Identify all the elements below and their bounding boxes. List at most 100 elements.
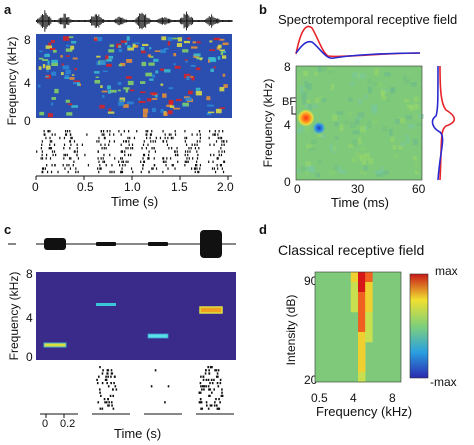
waveform-segment [225, 20, 227, 22]
spectrogram-patch [209, 57, 217, 63]
spectrogram-patch [71, 74, 75, 76]
waveform-segment [214, 18, 216, 24]
spike-tick [107, 385, 110, 388]
spectrogram-patch [65, 69, 71, 75]
spike-tick [217, 136, 219, 140]
waveform-segment [36, 20, 37, 22]
spectrogram-patch [126, 36, 130, 41]
spike-tick [106, 372, 109, 375]
spike-tick [162, 140, 165, 143]
spike-tick [124, 153, 126, 157]
a-xtick-0: 0 [32, 180, 39, 194]
spike-tick [143, 160, 146, 163]
waveform-segment [206, 18, 208, 24]
waveform-segment [68, 17, 70, 25]
spike-tick [194, 170, 196, 174]
spike-tick [103, 136, 106, 140]
spike-tick [199, 382, 202, 385]
b-xtick-0: 0 [294, 182, 301, 196]
spike-tick [105, 147, 107, 150]
spectrogram-patch [185, 60, 188, 63]
spectrogram-patch [105, 55, 109, 60]
spike-tick [218, 153, 220, 157]
spectrogram-patch [169, 101, 173, 106]
waveform-segment [223, 20, 225, 22]
strf-texture [352, 130, 360, 135]
spike-tick [162, 130, 164, 133]
spike-tick [108, 140, 111, 143]
fra-cell [358, 342, 366, 353]
c-stim-burst-4 [200, 230, 222, 258]
spike-tick [76, 150, 79, 153]
spectrogram-patch [68, 103, 73, 106]
waveform-segment [140, 13, 142, 29]
strf-texture [306, 144, 313, 149]
spike-tick [120, 157, 122, 160]
spike-tick [184, 164, 186, 167]
spike-tick [141, 147, 143, 150]
spike-tick [41, 167, 44, 170]
spectrogram-patch [108, 108, 112, 111]
waveform-segment [94, 14, 96, 28]
strf-texture [351, 157, 358, 163]
spike-tick [104, 143, 106, 146]
waveform-segment [51, 19, 53, 23]
spike-tick [120, 143, 122, 146]
strf-texture [348, 97, 353, 102]
strf-texture [305, 103, 311, 108]
b-temporal-blue-curve [295, 40, 421, 59]
spike-tick [217, 385, 220, 388]
spectrogram-patch [163, 112, 168, 117]
b-spectral-profile [431, 65, 456, 181]
spectrogram-patch [38, 66, 42, 70]
fra-cell [365, 332, 373, 343]
a-xtick-10: 1.0 [124, 180, 141, 194]
spike-tick [41, 153, 43, 157]
spike-tick [174, 130, 176, 133]
spike-tick [210, 378, 213, 381]
waveform-segment [144, 15, 145, 27]
spike-tick [108, 143, 110, 146]
spike-tick [199, 401, 202, 404]
spike-tick [221, 150, 223, 153]
strf-texture [302, 97, 306, 105]
spike-tick [205, 385, 207, 388]
spectrogram-patch [127, 47, 134, 51]
spike-tick [164, 401, 166, 404]
spike-tick [66, 130, 69, 133]
strf-texture [399, 118, 405, 124]
waveform-segment [112, 20, 114, 22]
waveform-segment [57, 19, 59, 23]
d-colorbar [409, 273, 429, 379]
spike-tick [98, 160, 100, 163]
spike-tick [221, 388, 223, 391]
d-colorbar-gradient [409, 273, 429, 379]
spike-tick [130, 147, 132, 150]
spike-tick [197, 170, 199, 174]
spike-tick [113, 382, 115, 385]
spike-tick [100, 157, 102, 160]
spike-tick [125, 160, 127, 163]
spike-tick [148, 153, 150, 157]
spike-tick [219, 164, 222, 167]
spike-tick [81, 143, 84, 146]
spike-tick [166, 143, 169, 146]
spike-tick [219, 401, 221, 404]
strf-texture [367, 121, 372, 128]
waveform-segment [97, 16, 99, 26]
spectrogram-patch [45, 75, 49, 78]
spike-tick [100, 143, 102, 146]
waveform-segment [129, 20, 131, 22]
d-colorbar-min: -max [430, 375, 457, 389]
spike-tick [186, 157, 188, 160]
spike-tick [217, 375, 219, 378]
spike-tick [193, 167, 196, 170]
spike-tick [222, 130, 224, 133]
spike-tick [218, 150, 220, 153]
spike-tick [77, 157, 80, 160]
spike-tick [153, 157, 155, 160]
spike-tick [51, 133, 53, 136]
strf-texture [395, 119, 401, 124]
strf-texture [308, 104, 312, 110]
spike-tick [99, 167, 101, 170]
